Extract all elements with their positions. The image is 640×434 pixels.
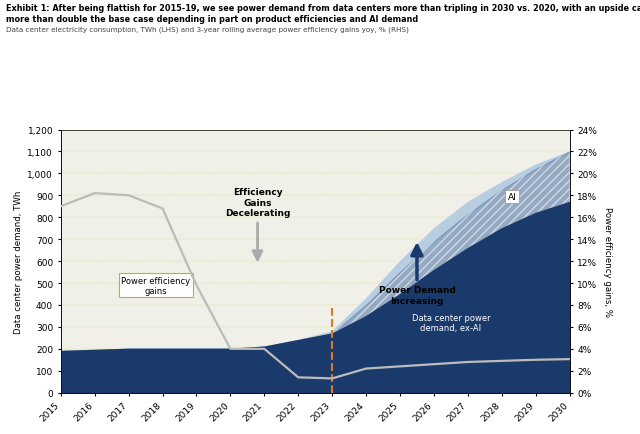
- Text: more than double the base case depending in part on product efficiencies and AI : more than double the base case depending…: [6, 15, 419, 24]
- Y-axis label: Power efficiency gains, %: Power efficiency gains, %: [603, 207, 612, 316]
- Text: Power efficiency
gains: Power efficiency gains: [121, 276, 190, 295]
- Y-axis label: Data center power demand, TWh: Data center power demand, TWh: [14, 190, 23, 333]
- Text: Efficiency
Gains
Decelerating: Efficiency Gains Decelerating: [225, 188, 290, 260]
- Text: Data center electricity consumption, TWh (LHS) and 3-year rolling average power : Data center electricity consumption, TWh…: [6, 27, 409, 33]
- Text: Power Demand
Increasing: Power Demand Increasing: [378, 246, 456, 305]
- Text: Exhibit 1: After being flattish for 2015-19, we see power demand from data cente: Exhibit 1: After being flattish for 2015…: [6, 4, 640, 13]
- Text: AI: AI: [508, 192, 516, 201]
- Text: Data center power
demand, ex-AI: Data center power demand, ex-AI: [412, 313, 490, 332]
